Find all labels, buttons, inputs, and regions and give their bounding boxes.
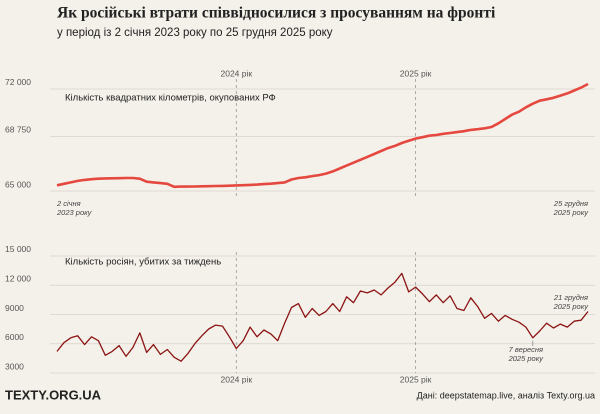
chart-title: Як російські втрати співвідносилися з пр… [57, 5, 496, 22]
y-tick-label: 72 000 [5, 77, 31, 87]
x-tick-label: 2025 рік [400, 68, 432, 78]
y-tick-label: 9000 [5, 303, 24, 313]
logo: TEXTY.ORG.UA [5, 387, 102, 402]
note: 2025 року [553, 302, 590, 311]
note: 2025 року [553, 208, 590, 217]
note: 7 вересня [509, 345, 543, 354]
y-tick-label: 12 000 [5, 273, 31, 283]
y-tick-label: 6000 [5, 332, 24, 342]
note: 21 грудня [553, 293, 588, 302]
panel-label: Кількість квадратних кілометрів, окупова… [65, 93, 276, 104]
x-tick-label: 2025 рік [400, 374, 432, 384]
note: 2025 року [508, 354, 545, 363]
data-line [56, 272, 589, 362]
data-line [56, 82, 589, 189]
note: 2 січня [56, 199, 81, 208]
note: 2023 року [56, 208, 93, 217]
source: Дані: deepstatemap.live, аналіз Texty.or… [417, 390, 595, 400]
x-tick-label: 2024 рік [220, 374, 252, 384]
y-tick-label: 65 000 [5, 179, 31, 189]
x-tick-label: 2024 рік [220, 68, 252, 78]
panel-label: Кількість росіян, убитих за тиждень [65, 257, 221, 268]
chart-subtitle: у період із 2 січня 2023 року по 25 груд… [57, 27, 333, 39]
y-tick-label: 15 000 [5, 244, 31, 254]
y-tick-label: 68 750 [5, 125, 31, 135]
note: 25 грудня [553, 199, 588, 208]
y-tick-label: 3000 [5, 361, 24, 371]
